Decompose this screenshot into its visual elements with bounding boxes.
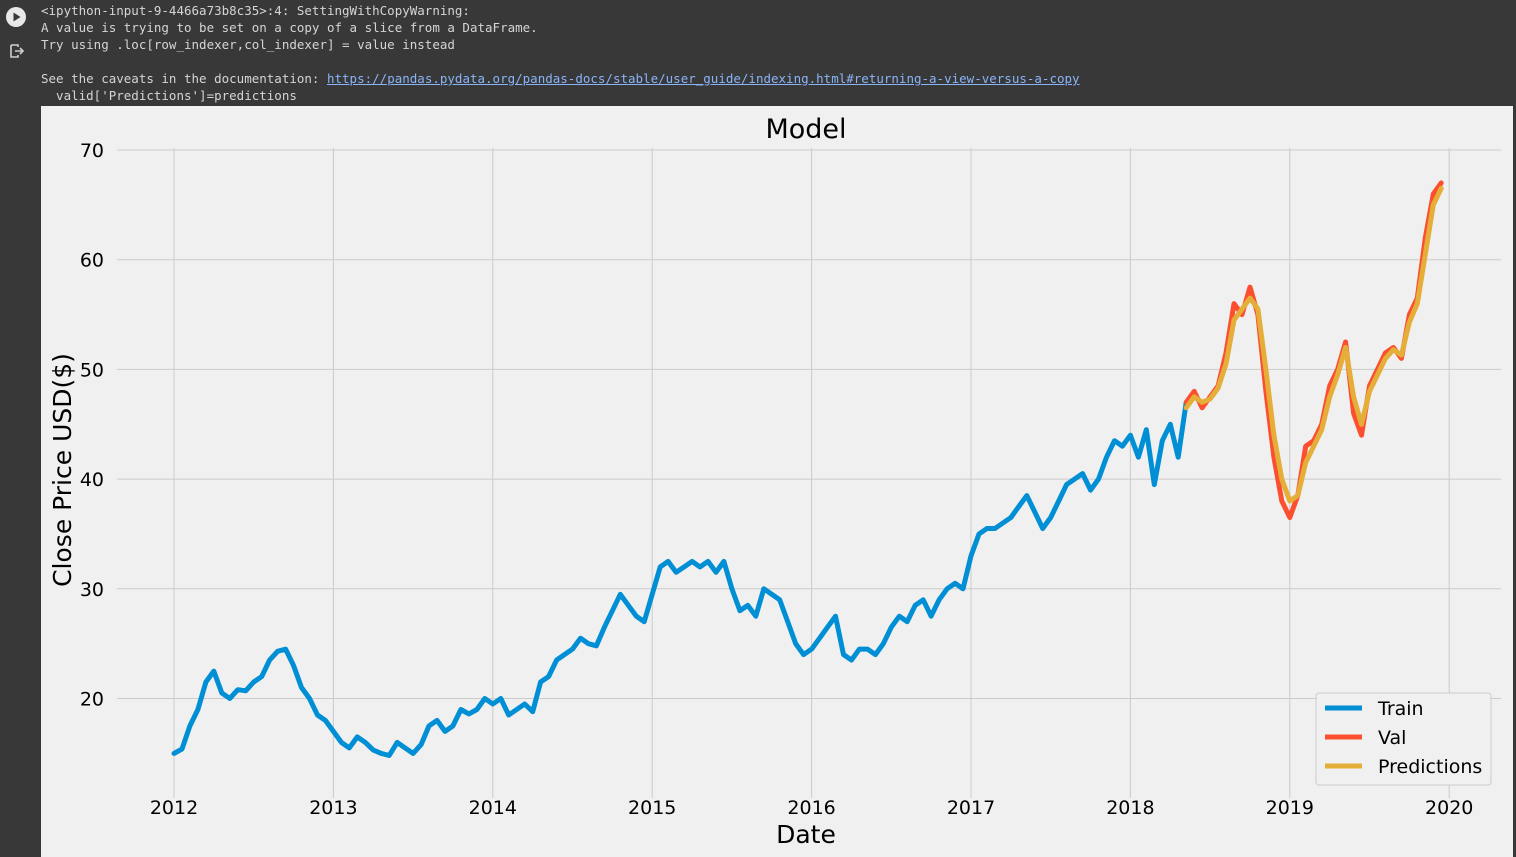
warning-line-5: valid['Predictions']=predictions: [41, 88, 297, 103]
y-axis-label: Close Price USD($): [48, 353, 77, 587]
warning-line-1: <ipython-input-9-4466a73b8c35>:4: Settin…: [41, 3, 470, 18]
warning-line-3: Try using .loc[row_indexer,col_indexer] …: [41, 37, 455, 52]
y-tick-label: 50: [80, 359, 104, 381]
y-tick-label: 20: [80, 689, 104, 711]
x-axis-label: Date: [776, 820, 836, 849]
chart-figure: 2012 2013 2014 2015 2016 2017 2018 2019 2020 20 30…: [41, 106, 1513, 857]
x-tick-label: 2020: [1425, 797, 1473, 819]
cell-output-text: <ipython-input-9-4466a73b8c35>:4: Settin…: [41, 2, 1516, 104]
x-tick-label: 2019: [1266, 797, 1314, 819]
x-tick-label: 2018: [1106, 797, 1154, 819]
warning-line-2: A value is trying to be set on a copy of…: [41, 20, 538, 35]
x-tick-label: 2014: [469, 797, 517, 819]
x-tick-label: 2016: [787, 797, 835, 819]
x-tick-label: 2015: [628, 797, 676, 819]
x-tick-label: 2017: [947, 797, 995, 819]
legend-label-predictions: Predictions: [1378, 756, 1482, 778]
y-tick-label: 60: [80, 250, 104, 272]
x-tick-label: 2012: [150, 797, 198, 819]
series-line-predictions: [1183, 185, 1444, 504]
cell-gutter: [0, 0, 40, 857]
line-chart: 2012 2013 2014 2015 2016 2017 2018 2019 20202030…: [48, 114, 1501, 849]
documentation-link[interactable]: https://pandas.pydata.org/pandas-docs/st…: [326, 71, 1080, 86]
warning-line-4: See the caveats in the documentation:: [41, 71, 327, 86]
y-tick-label: 30: [80, 579, 104, 601]
legend-label-val: Val: [1378, 727, 1406, 749]
chart-title: Model: [765, 114, 846, 145]
output-arrow-icon[interactable]: [9, 43, 25, 59]
x-tick-label: 2013: [309, 797, 357, 819]
y-tick-label: 70: [80, 140, 104, 162]
series-line-train: [171, 399, 1189, 758]
play-circle-icon[interactable]: [6, 7, 26, 27]
legend-box: [1315, 692, 1492, 786]
legend-label-train: Train: [1377, 698, 1424, 720]
y-tick-label: 40: [80, 469, 104, 491]
